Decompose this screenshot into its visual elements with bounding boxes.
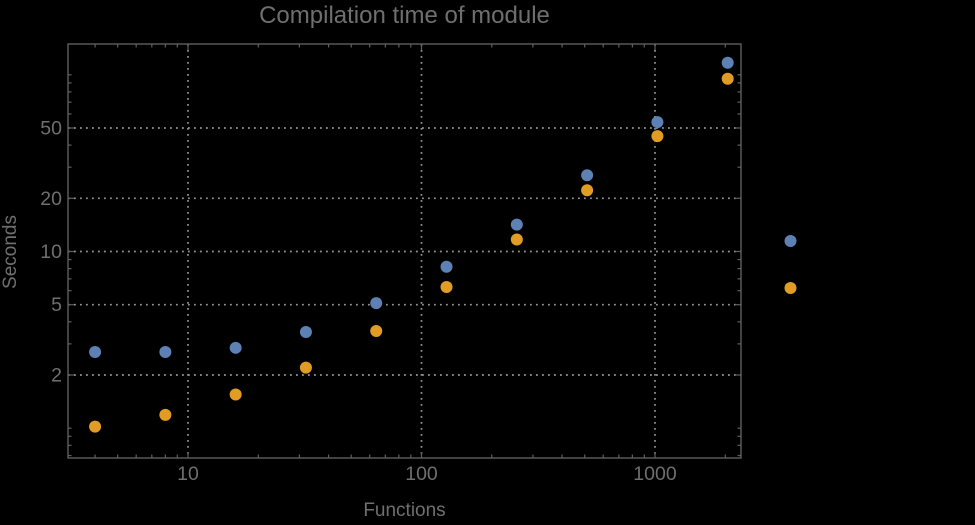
- data-point-series-1-x1024: [651, 116, 664, 129]
- series-series-1: [89, 56, 734, 358]
- data-point-series-2-x32: [299, 361, 312, 374]
- data-point-series-2-x16: [229, 388, 242, 401]
- legend-marker-series-1: [784, 235, 797, 247]
- series-series-2: [89, 72, 734, 433]
- data-point-series-1-x4: [89, 345, 102, 358]
- y-tick-label: 50: [40, 117, 62, 139]
- data-point-series-1-x512: [581, 169, 594, 182]
- data-point-series-1-x16: [229, 341, 242, 354]
- x-axis-label: Functions: [363, 500, 446, 521]
- data-point-series-2-x2048: [721, 72, 734, 85]
- chart-title: Compilation time of module: [259, 2, 550, 29]
- data-point-series-1-x32: [299, 326, 312, 339]
- data-point-series-2-x128: [440, 280, 453, 293]
- y-tick-label: 5: [51, 294, 62, 316]
- y-tick-label: 2: [51, 364, 62, 386]
- legend-marker-series-2: [784, 282, 797, 294]
- data-point-series-2-x256: [510, 233, 523, 246]
- data-point-series-2-x512: [581, 184, 594, 197]
- data-point-series-1-x128: [440, 260, 453, 273]
- tick-marks: [68, 44, 741, 458]
- data-point-series-2-x4: [89, 420, 102, 433]
- data-point-series-2-x64: [370, 324, 383, 337]
- data-point-series-1-x8: [159, 345, 172, 358]
- x-tick-label: 1000: [633, 463, 677, 485]
- data-point-series-1-x2048: [721, 56, 734, 69]
- gridlines: [68, 44, 741, 458]
- data-point-series-1-x64: [370, 297, 383, 310]
- data-point-series-1-x256: [510, 218, 523, 231]
- x-tick-label: 10: [177, 463, 199, 485]
- legend: [784, 235, 797, 294]
- data-point-series-2-x1024: [651, 130, 664, 143]
- tick-labels: 10 100 1000 2 5 10 20 50: [40, 117, 677, 485]
- x-tick-label: 100: [405, 463, 438, 485]
- data-point-series-2-x8: [159, 408, 172, 421]
- y-tick-label: 20: [40, 188, 62, 210]
- y-tick-label: 10: [40, 241, 62, 263]
